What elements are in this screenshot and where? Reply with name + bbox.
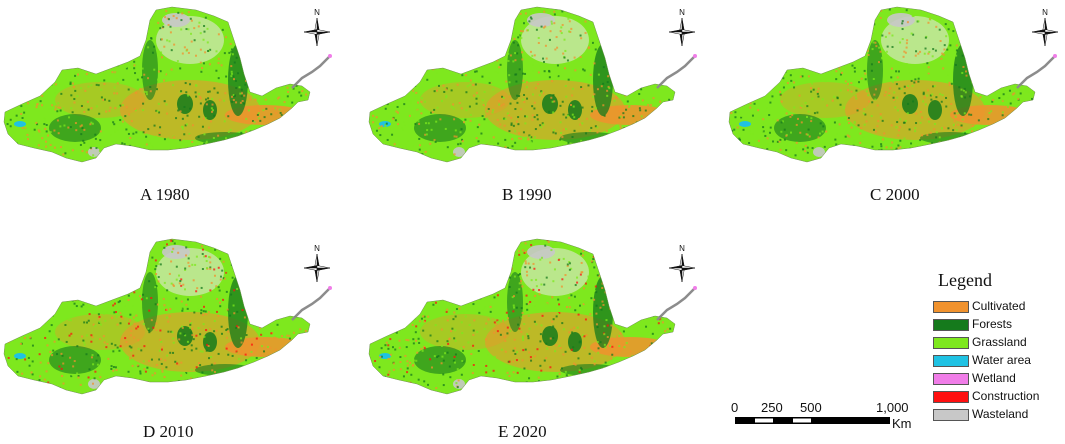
legend-item-wetland: Wetland — [928, 371, 1058, 388]
legend-label: Grassland — [972, 335, 1027, 349]
compass-icon — [668, 253, 696, 283]
panel-caption: A 1980 — [140, 185, 190, 204]
land-use-map-2010 — [3, 238, 332, 395]
legend-item-cultivated: Cultivated — [928, 299, 1058, 316]
legend-item-grassland: Grassland — [928, 335, 1058, 352]
land-use-map-1990 — [368, 6, 697, 163]
map-panel-e: N E 2020 — [365, 232, 705, 441]
panel-caption: B 1990 — [502, 185, 552, 204]
panel-caption: C 2000 — [870, 185, 920, 204]
legend-label: Construction — [972, 389, 1040, 403]
legend-label: Forests — [972, 317, 1013, 331]
legend-swatch — [933, 391, 969, 403]
map-panel-a: N A 1980 — [0, 0, 340, 204]
compass-icon — [303, 17, 331, 47]
scale-bar-graphic — [735, 417, 890, 424]
legend-label: Wasteland — [972, 407, 1029, 421]
legend-item-wasteland: Wasteland — [928, 407, 1058, 424]
north-arrow: N — [667, 8, 697, 48]
map-panel-c: N C 2000 — [725, 0, 1065, 204]
scale-bar: 0 250 500 1,000 Km — [728, 400, 928, 436]
scale-label-250: 250 — [761, 400, 783, 415]
legend-swatch — [933, 337, 969, 349]
north-arrow-letter: N — [679, 8, 685, 17]
north-arrow: N — [1030, 8, 1060, 48]
north-arrow-letter: N — [679, 244, 685, 253]
north-arrow: N — [302, 244, 332, 284]
north-arrow-letter: N — [1042, 8, 1048, 17]
north-arrow-letter: N — [314, 8, 320, 17]
scale-unit: Km — [892, 416, 912, 431]
legend-title: Legend — [938, 270, 992, 290]
panel-caption: D 2010 — [143, 422, 194, 441]
legend-item-forests: Forests — [928, 317, 1058, 334]
land-use-map-1980 — [3, 6, 332, 163]
legend-swatch — [933, 355, 969, 367]
legend-label: Water area — [972, 353, 1031, 367]
map-panel-b: N B 1990 — [365, 0, 705, 204]
legend-swatch — [933, 319, 969, 331]
north-arrow-letter: N — [314, 244, 320, 253]
legend-swatch — [933, 373, 969, 385]
map-panel-d: N D 2010 — [0, 232, 340, 441]
scale-label-0: 0 — [731, 400, 739, 415]
north-arrow: N — [667, 244, 697, 284]
compass-icon — [668, 17, 696, 47]
land-use-map-2000 — [728, 6, 1057, 163]
north-arrow: N — [302, 8, 332, 48]
legend-item-construction: Construction — [928, 389, 1058, 406]
legend-swatch — [933, 409, 969, 421]
compass-icon — [303, 253, 331, 283]
land-use-map-2020 — [368, 238, 697, 395]
legend-label: Wetland — [972, 371, 1016, 385]
legend-item-water-area: Water area — [928, 353, 1058, 370]
panel-caption: E 2020 — [498, 422, 547, 441]
map-legend: Legend Cultivated Forests Grassland Wate… — [928, 270, 1063, 430]
compass-icon — [1031, 17, 1059, 47]
legend-swatch — [933, 301, 969, 313]
scale-label-1000: 1,000 — [876, 400, 909, 415]
legend-label: Cultivated — [972, 299, 1026, 313]
scale-label-500: 500 — [800, 400, 822, 415]
